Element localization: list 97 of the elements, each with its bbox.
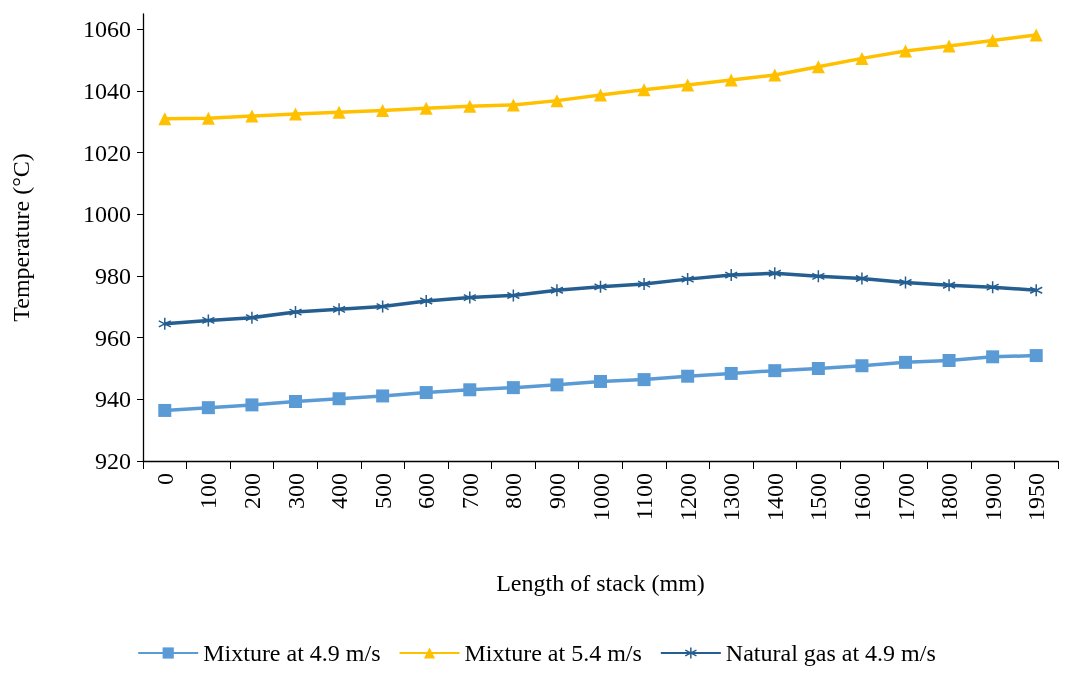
y-tick-label: 940 — [95, 386, 131, 413]
x-tick-label: 300 — [282, 473, 309, 509]
y-axis-title: Temperature (°C) — [8, 153, 34, 322]
point — [463, 290, 477, 305]
point — [1029, 28, 1043, 42]
point — [768, 266, 782, 281]
y-tick-label: 920 — [95, 448, 131, 474]
point — [550, 94, 564, 108]
x-tick-label: 1200 — [674, 473, 701, 521]
x-tick-label: 1950 — [1023, 473, 1050, 521]
point — [724, 366, 738, 380]
point — [158, 403, 172, 417]
x-tick-label: 700 — [456, 473, 483, 509]
point — [376, 103, 390, 117]
x-axis-title: Length of stack (mm) — [496, 570, 705, 596]
point — [201, 313, 216, 328]
y-tick-label: 1020 — [83, 139, 131, 166]
x-tick-label: 800 — [500, 473, 527, 509]
legend-label: Natural gas at 4.9 m/s — [725, 640, 936, 666]
point — [419, 101, 433, 115]
point — [681, 369, 695, 383]
x-tick-label: 200 — [238, 473, 265, 509]
point — [245, 310, 259, 325]
point — [158, 112, 172, 126]
x-tick-label: 600 — [413, 473, 440, 509]
x-tick-label: 500 — [369, 473, 396, 509]
point — [768, 68, 782, 82]
point — [942, 278, 956, 293]
legend-label: Mixture at 4.9 m/s — [203, 640, 381, 666]
point — [594, 374, 607, 388]
y-tick-label: 1040 — [83, 78, 131, 105]
x-tick-label: 400 — [326, 473, 353, 509]
y-tick-label: 1000 — [83, 201, 131, 228]
point — [898, 275, 913, 290]
point — [332, 105, 346, 119]
point — [593, 280, 608, 294]
x-tick-label: 1400 — [761, 473, 788, 521]
point — [724, 73, 738, 87]
point — [463, 383, 477, 397]
x-tick-label: 1900 — [979, 473, 1006, 521]
y-tick-label: 1060 — [83, 16, 131, 43]
point — [245, 398, 259, 412]
point — [376, 389, 390, 403]
point — [594, 88, 607, 102]
point — [811, 60, 825, 74]
point — [201, 401, 215, 415]
x-tick-label: 1700 — [892, 473, 919, 521]
point — [724, 268, 738, 282]
point — [419, 294, 433, 308]
point — [550, 283, 564, 297]
x-tick-label: 1500 — [805, 473, 832, 521]
point — [506, 288, 521, 303]
point — [811, 269, 826, 284]
point — [855, 359, 869, 373]
point — [986, 34, 1000, 48]
point — [899, 44, 912, 58]
x-tick-label: 1300 — [718, 473, 745, 521]
point — [332, 302, 346, 317]
point — [289, 395, 302, 408]
x-tick-label: 1800 — [936, 473, 963, 521]
y-tick-label: 960 — [95, 324, 131, 351]
point — [855, 51, 869, 65]
point — [506, 98, 520, 112]
point — [1029, 349, 1043, 363]
point — [637, 277, 651, 291]
legend-label: Mixture at 5.4 m/s — [464, 640, 642, 666]
x-tick-label: 1000 — [587, 473, 614, 521]
point — [506, 381, 520, 395]
point — [288, 305, 303, 319]
point — [245, 109, 259, 123]
x-tick-label: 0 — [151, 473, 178, 485]
point — [680, 272, 695, 286]
point — [201, 111, 215, 125]
point — [811, 362, 825, 376]
y-tick-label: 980 — [95, 263, 131, 290]
point — [985, 280, 1000, 294]
point — [942, 39, 956, 53]
point — [550, 378, 564, 392]
point — [463, 99, 477, 113]
x-tick-label: 900 — [543, 473, 570, 509]
point — [289, 107, 302, 121]
point — [419, 386, 433, 400]
point — [637, 373, 651, 387]
x-tick-label: 1100 — [631, 473, 658, 521]
point — [768, 364, 782, 378]
point — [899, 355, 912, 369]
point — [942, 354, 956, 367]
point — [637, 83, 651, 97]
point — [158, 317, 172, 331]
point — [855, 271, 869, 286]
point — [986, 350, 1000, 364]
point — [375, 299, 390, 314]
point — [681, 78, 695, 92]
x-tick-label: 100 — [195, 473, 222, 509]
point — [1029, 283, 1043, 297]
x-tick-label: 1600 — [848, 473, 875, 521]
point — [332, 392, 346, 406]
